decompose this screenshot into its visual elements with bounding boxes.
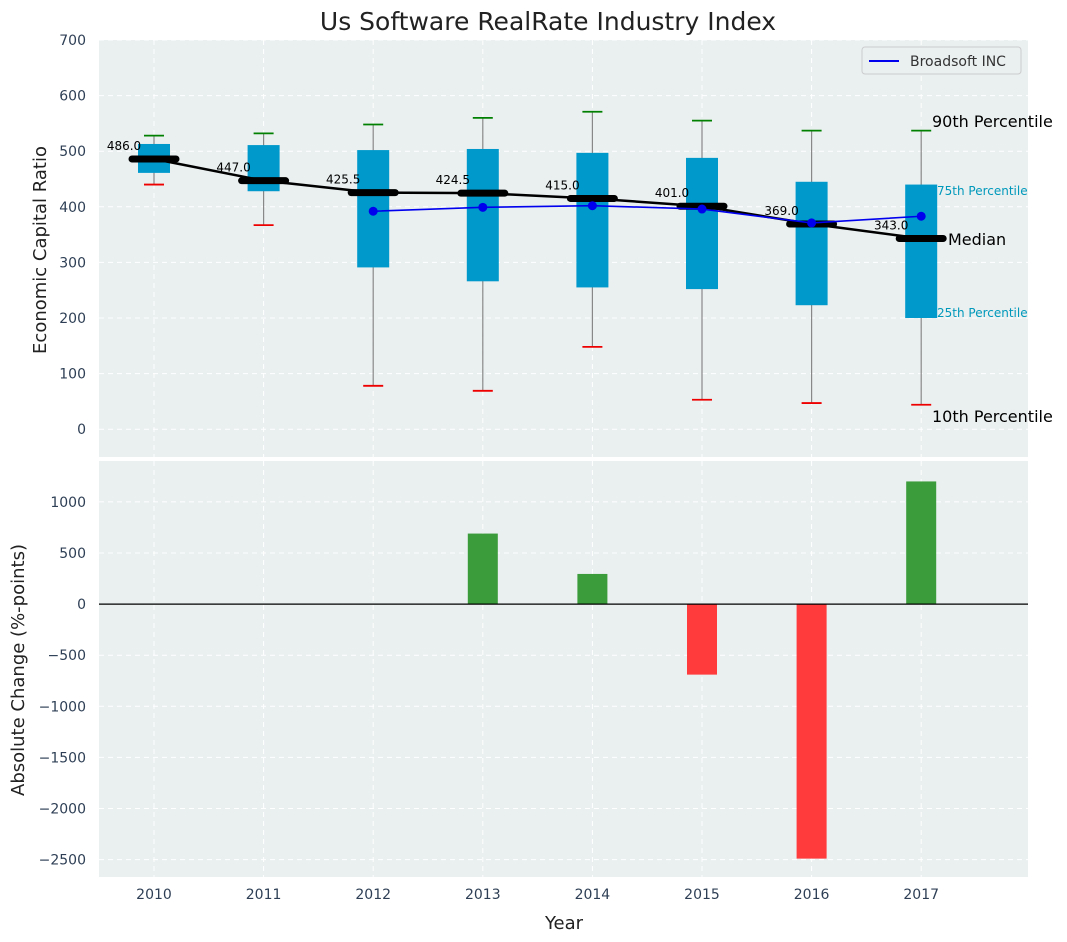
bottom-plot-area <box>99 461 1028 877</box>
y-tick-label: 100 <box>59 367 86 383</box>
annotation-p75: 75th Percentile <box>937 184 1028 198</box>
bottom-ylabel: Absolute Change (%-points) <box>8 544 29 796</box>
median-value-labels: 486.0 447.0 425.5 424.5 415.0 401.0 369.0 343.0 <box>107 139 909 233</box>
iqr-box <box>247 145 280 192</box>
median-value-label: 343.0 <box>874 218 908 232</box>
y-tick-label: 700 <box>59 33 86 49</box>
company-point <box>807 218 817 228</box>
x-tick-label: 2012 <box>355 887 391 903</box>
top-ylabel: Economic Capital Ratio <box>30 146 51 354</box>
y-tick-label: 600 <box>59 89 86 105</box>
chart-title: Us Software RealRate Industry Index <box>320 7 776 36</box>
company-point <box>916 211 926 221</box>
median-value-label: 369.0 <box>764 204 798 218</box>
median-value-label: 424.5 <box>436 173 470 187</box>
company-line <box>373 204 922 224</box>
y-tick-label: 0 <box>77 422 86 438</box>
y-tick-label: 1000 <box>50 495 86 511</box>
x-ticks: 2010 2011 2012 2013 2014 2015 2016 2017 <box>136 887 939 903</box>
change-bar <box>687 604 717 675</box>
y-tick-label: −500 <box>48 648 86 664</box>
iqr-box <box>686 157 718 290</box>
company-point <box>697 204 707 214</box>
company-point <box>478 202 488 212</box>
y-tick-label: 0 <box>77 597 86 613</box>
annotation-p25: 25th Percentile <box>937 306 1028 320</box>
top-plot-area <box>99 40 1028 457</box>
y-tick-label: 300 <box>59 255 86 271</box>
iqr-box <box>466 148 499 282</box>
iqr-box <box>905 184 938 318</box>
median-value-label: 401.0 <box>655 186 689 200</box>
legend: Broadsoft INC <box>861 46 1022 75</box>
x-tick-label: 2010 <box>136 887 172 903</box>
x-tick-label: 2013 <box>465 887 501 903</box>
x-tick-label: 2014 <box>575 887 611 903</box>
x-tick-label: 2017 <box>903 887 939 903</box>
y-tick-label: −2500 <box>39 853 86 869</box>
xlabel: Year <box>544 913 584 934</box>
annotation-p90: 90th Percentile <box>932 112 1053 131</box>
annotation-median: Median <box>948 230 1006 249</box>
median-value-label: 447.0 <box>216 161 250 175</box>
y-tick-label: 200 <box>59 311 86 327</box>
box-plots <box>138 110 938 406</box>
y-tick-label: 500 <box>59 144 86 160</box>
iqr-box <box>576 152 609 288</box>
median-value-label: 425.5 <box>326 173 360 187</box>
bottom-y-ticks: −2500 −2000 −1500 −1000 −500 0 500 1000 <box>39 495 86 869</box>
change-bar <box>467 533 498 605</box>
y-tick-label: −2000 <box>39 802 86 818</box>
company-point <box>368 206 378 216</box>
annotation-p10: 10th Percentile <box>932 407 1053 426</box>
y-tick-label: −1000 <box>39 699 86 715</box>
x-tick-label: 2015 <box>684 887 720 903</box>
change-bar <box>796 604 827 859</box>
change-bar <box>906 481 937 605</box>
y-tick-label: 500 <box>59 546 86 562</box>
change-bars <box>467 481 937 859</box>
x-tick-label: 2011 <box>246 887 282 903</box>
median-value-label: 415.0 <box>545 178 579 192</box>
median-value-label: 486.0 <box>107 139 141 153</box>
x-tick-label: 2016 <box>794 887 830 903</box>
company-series <box>368 201 926 228</box>
legend-label: Broadsoft INC <box>910 54 1006 70</box>
top-y-ticks: 0 100 200 300 400 500 600 700 <box>59 33 86 438</box>
y-tick-label: −1500 <box>39 750 86 766</box>
y-tick-label: 400 <box>59 200 86 216</box>
company-point <box>587 201 597 211</box>
iqr-box <box>795 181 828 306</box>
change-bar <box>577 573 608 605</box>
